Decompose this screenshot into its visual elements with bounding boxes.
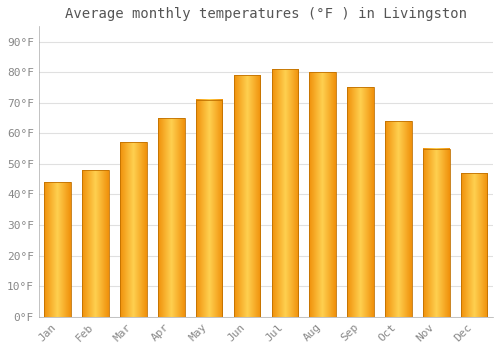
Bar — [272, 69, 298, 317]
Bar — [310, 72, 336, 317]
Bar — [82, 170, 109, 317]
Bar — [120, 142, 146, 317]
Bar — [196, 100, 222, 317]
Title: Average monthly temperatures (°F ) in Livingston: Average monthly temperatures (°F ) in Li… — [65, 7, 467, 21]
Bar — [348, 88, 374, 317]
Bar — [385, 121, 411, 317]
Bar — [461, 173, 487, 317]
Bar — [44, 182, 71, 317]
Bar — [234, 75, 260, 317]
Bar — [423, 149, 450, 317]
Bar — [158, 118, 184, 317]
